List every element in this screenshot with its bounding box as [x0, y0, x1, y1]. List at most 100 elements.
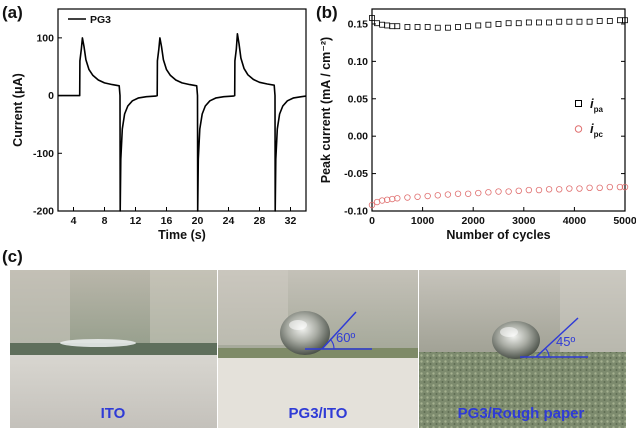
data-point-ipa: [546, 19, 552, 26]
data-point-ipa: [596, 18, 603, 24]
x-tick-label: 28: [254, 215, 266, 227]
contact-angle-line: [321, 311, 357, 350]
data-point-ipa: [404, 24, 411, 30]
data-point-ipc: [424, 192, 431, 200]
data-point-ipc: [485, 189, 492, 196]
x-tick-label: 2000: [462, 215, 486, 227]
data-point-ipa: [414, 24, 421, 30]
photo-label-pg3-ito: PG3/ITO: [289, 405, 348, 422]
data-point-ipa: [424, 24, 431, 30]
contact-angle-60: 60º: [336, 330, 355, 345]
legend-marker-ipc: [574, 125, 583, 133]
data-point-ipc: [475, 189, 482, 197]
data-point-ipc: [495, 188, 502, 195]
x-tick-label: 0: [369, 215, 375, 227]
x-axis-label: Time (s): [158, 228, 206, 242]
data-point-ipa: [444, 24, 451, 31]
data-point-ipa: [485, 21, 492, 28]
x-tick-label: 32: [285, 215, 297, 227]
plot-frame: [57, 8, 307, 212]
data-point-ipa: [556, 18, 563, 25]
y-tick-label: 0.00: [348, 131, 369, 143]
data-point-ipa: [525, 19, 532, 26]
water-droplet-paper: [492, 321, 540, 359]
y-tick-label: 0.15: [348, 18, 369, 30]
data-point-ipc: [389, 195, 396, 203]
y-tick-label: 0.05: [348, 93, 369, 105]
data-point-ipc: [566, 185, 573, 192]
panel-label-b: (b): [316, 3, 338, 22]
water-film: [60, 339, 136, 347]
data-point-ipa: [495, 21, 502, 27]
data-point-ipa: [394, 23, 401, 30]
data-point-ipc: [616, 183, 624, 191]
x-tick-label: 1000: [411, 215, 435, 227]
data-point-ipc: [383, 196, 391, 203]
data-point-ipc: [378, 197, 386, 204]
data-point-ipc: [464, 190, 472, 197]
data-point-ipa: [617, 17, 623, 24]
data-point-ipc: [404, 194, 411, 201]
data-point-ipc: [505, 188, 512, 195]
legend-label-ipc: ipc: [590, 121, 604, 139]
y-axis-label: Peak current (mA / cm⁻²): [319, 37, 333, 183]
x-tick-label: 4000: [563, 215, 587, 227]
legend-sub-ipa: pa: [594, 105, 604, 114]
x-tick-label: 12: [130, 215, 142, 227]
data-point-ipc: [515, 187, 522, 194]
photo-pg3-ito: 60º PG3/ITO: [218, 270, 418, 428]
plot-frame: [371, 8, 626, 212]
data-point-ipa: [475, 22, 482, 29]
data-point-ipa: [622, 17, 628, 24]
legend-label-pg3: PG3: [90, 14, 111, 26]
data-point-ipa: [515, 20, 522, 27]
data-point-ipc: [368, 201, 376, 209]
x-tick-label: 24: [223, 215, 235, 227]
chart-b: 0 1000 2000 3000 4000 5000 -0.10 -0.05 0.00 0.05 0…: [319, 8, 636, 242]
photo-ito: ITO: [10, 270, 217, 428]
data-point-ipa: [455, 24, 461, 30]
data-point-ipc: [596, 184, 603, 192]
data-point-ipa: [379, 21, 386, 28]
contact-angle-line-paper: [535, 317, 579, 358]
y-tick-label: -0.05: [344, 168, 368, 180]
x-tick-label: 4: [71, 215, 77, 227]
photo-pg3-rough-paper: 45º PG3/Rough paper: [419, 270, 626, 428]
data-point-ipc: [621, 183, 629, 191]
data-point-ipc: [394, 195, 401, 202]
data-point-ipa: [369, 15, 375, 21]
legend-marker-ipa: [575, 100, 582, 107]
legend-sub-ipc: pc: [594, 130, 604, 139]
data-point-ipa: [576, 18, 583, 25]
data-point-ipa: [389, 23, 396, 30]
data-point-ipa: [434, 24, 441, 31]
data-point-ipa: [374, 20, 380, 27]
x-tick-label: 3000: [512, 215, 536, 227]
data-point-ipa: [536, 19, 542, 26]
y-tick-label: -100: [33, 148, 54, 160]
data-point-ipa: [586, 18, 593, 25]
data-point-ipc: [434, 192, 441, 199]
data-point-ipa: [384, 22, 391, 29]
data-point-ipc: [454, 190, 462, 197]
data-point-ipc: [545, 186, 553, 193]
y-axis-label: Current (μA): [11, 73, 25, 147]
data-point-ipa: [606, 18, 613, 24]
series-line-pg3: [58, 33, 307, 212]
data-point-ipc: [535, 186, 543, 194]
panel-label-a: (a): [2, 3, 23, 22]
x-tick-label: 5000: [613, 215, 636, 227]
data-point-ipc: [444, 191, 452, 198]
y-tick-label: -200: [33, 206, 54, 218]
x-axis-label: Number of cycles: [446, 228, 550, 242]
data-point-ipa: [566, 18, 573, 25]
y-tick-label: 0: [48, 90, 54, 102]
x-tick-label: 8: [102, 215, 108, 227]
x-tick-label: 16: [161, 215, 173, 227]
y-tick-label: 0.10: [348, 56, 369, 68]
x-tick-label: 20: [192, 215, 204, 227]
panel-label-c: (c): [2, 247, 23, 266]
data-point-ipc: [556, 186, 563, 193]
data-point-ipc: [414, 193, 421, 200]
